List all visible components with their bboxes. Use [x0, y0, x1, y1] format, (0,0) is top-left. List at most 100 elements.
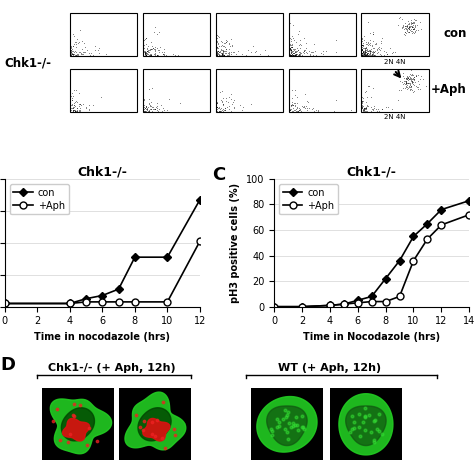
Point	[403, 22, 410, 29]
Point	[404, 28, 411, 36]
Point	[302, 48, 310, 55]
Point	[358, 99, 366, 107]
Point	[348, 412, 356, 420]
Point	[146, 102, 154, 110]
Point	[222, 94, 230, 102]
Point	[370, 436, 378, 444]
Point	[287, 35, 295, 43]
Point	[176, 100, 183, 107]
Point	[69, 90, 76, 97]
Point	[410, 15, 418, 22]
Point	[375, 107, 383, 114]
Point	[69, 47, 77, 55]
Point	[404, 79, 412, 87]
Point	[86, 51, 94, 59]
Point	[219, 46, 227, 54]
Point	[219, 52, 227, 59]
Point	[371, 48, 378, 55]
Point	[214, 50, 222, 58]
Point	[375, 106, 383, 113]
Point	[159, 104, 167, 112]
Point	[142, 48, 149, 55]
Point	[89, 101, 97, 109]
Point	[142, 103, 149, 111]
Point	[80, 48, 87, 55]
Point	[87, 50, 95, 57]
Point	[409, 23, 416, 31]
Point	[80, 40, 88, 47]
Point	[292, 91, 299, 99]
Point	[70, 40, 78, 48]
Point	[366, 41, 374, 49]
Text: C: C	[211, 166, 225, 184]
Point	[356, 432, 364, 440]
Point	[213, 52, 221, 59]
Point	[221, 44, 229, 51]
Point	[406, 70, 413, 78]
Point	[287, 46, 294, 54]
Point	[220, 52, 228, 59]
Point	[287, 52, 294, 59]
Point	[212, 107, 220, 115]
Point	[213, 103, 221, 110]
Point	[406, 25, 413, 33]
Point	[174, 52, 182, 59]
Point	[363, 47, 371, 55]
Point	[307, 50, 314, 58]
Point	[171, 425, 178, 432]
Point	[144, 46, 151, 53]
+Aph	[355, 300, 361, 306]
Point	[411, 23, 419, 31]
Point	[287, 46, 295, 54]
Polygon shape	[125, 392, 186, 450]
Point	[139, 42, 147, 50]
Point	[69, 107, 77, 115]
Point	[409, 72, 417, 79]
Point	[368, 41, 376, 48]
Point	[308, 49, 315, 56]
Point	[155, 48, 163, 55]
Point	[301, 91, 309, 98]
Point	[422, 82, 429, 90]
+Aph	[164, 299, 170, 305]
Point	[268, 427, 275, 435]
Point	[68, 100, 75, 108]
Point	[140, 107, 147, 115]
Point	[362, 105, 369, 113]
Point	[358, 46, 366, 54]
Point	[289, 42, 296, 49]
Point	[314, 107, 322, 114]
Point	[288, 95, 296, 102]
Point	[139, 99, 147, 107]
Point	[358, 104, 366, 111]
Point	[140, 107, 148, 115]
Point	[294, 107, 302, 115]
Point	[319, 50, 327, 57]
Point	[286, 51, 294, 58]
Point	[288, 100, 296, 108]
Point	[358, 51, 366, 59]
+Aph	[425, 236, 430, 242]
Point	[132, 411, 139, 419]
Point	[237, 101, 244, 109]
Point	[285, 44, 293, 52]
Point	[414, 83, 421, 91]
Bar	[70, 13, 137, 56]
Bar	[289, 13, 356, 56]
Point	[297, 107, 304, 115]
+Aph	[397, 293, 402, 299]
Point	[359, 49, 366, 56]
Point	[370, 84, 377, 92]
Point	[73, 52, 80, 59]
Point	[212, 81, 220, 89]
Point	[212, 44, 220, 51]
+Aph	[2, 301, 8, 306]
Point	[394, 21, 402, 28]
Point	[360, 36, 368, 44]
con	[397, 258, 402, 264]
Point	[71, 107, 79, 115]
Point	[363, 107, 370, 115]
Point	[378, 105, 386, 113]
Point	[358, 93, 366, 101]
Point	[81, 48, 89, 55]
